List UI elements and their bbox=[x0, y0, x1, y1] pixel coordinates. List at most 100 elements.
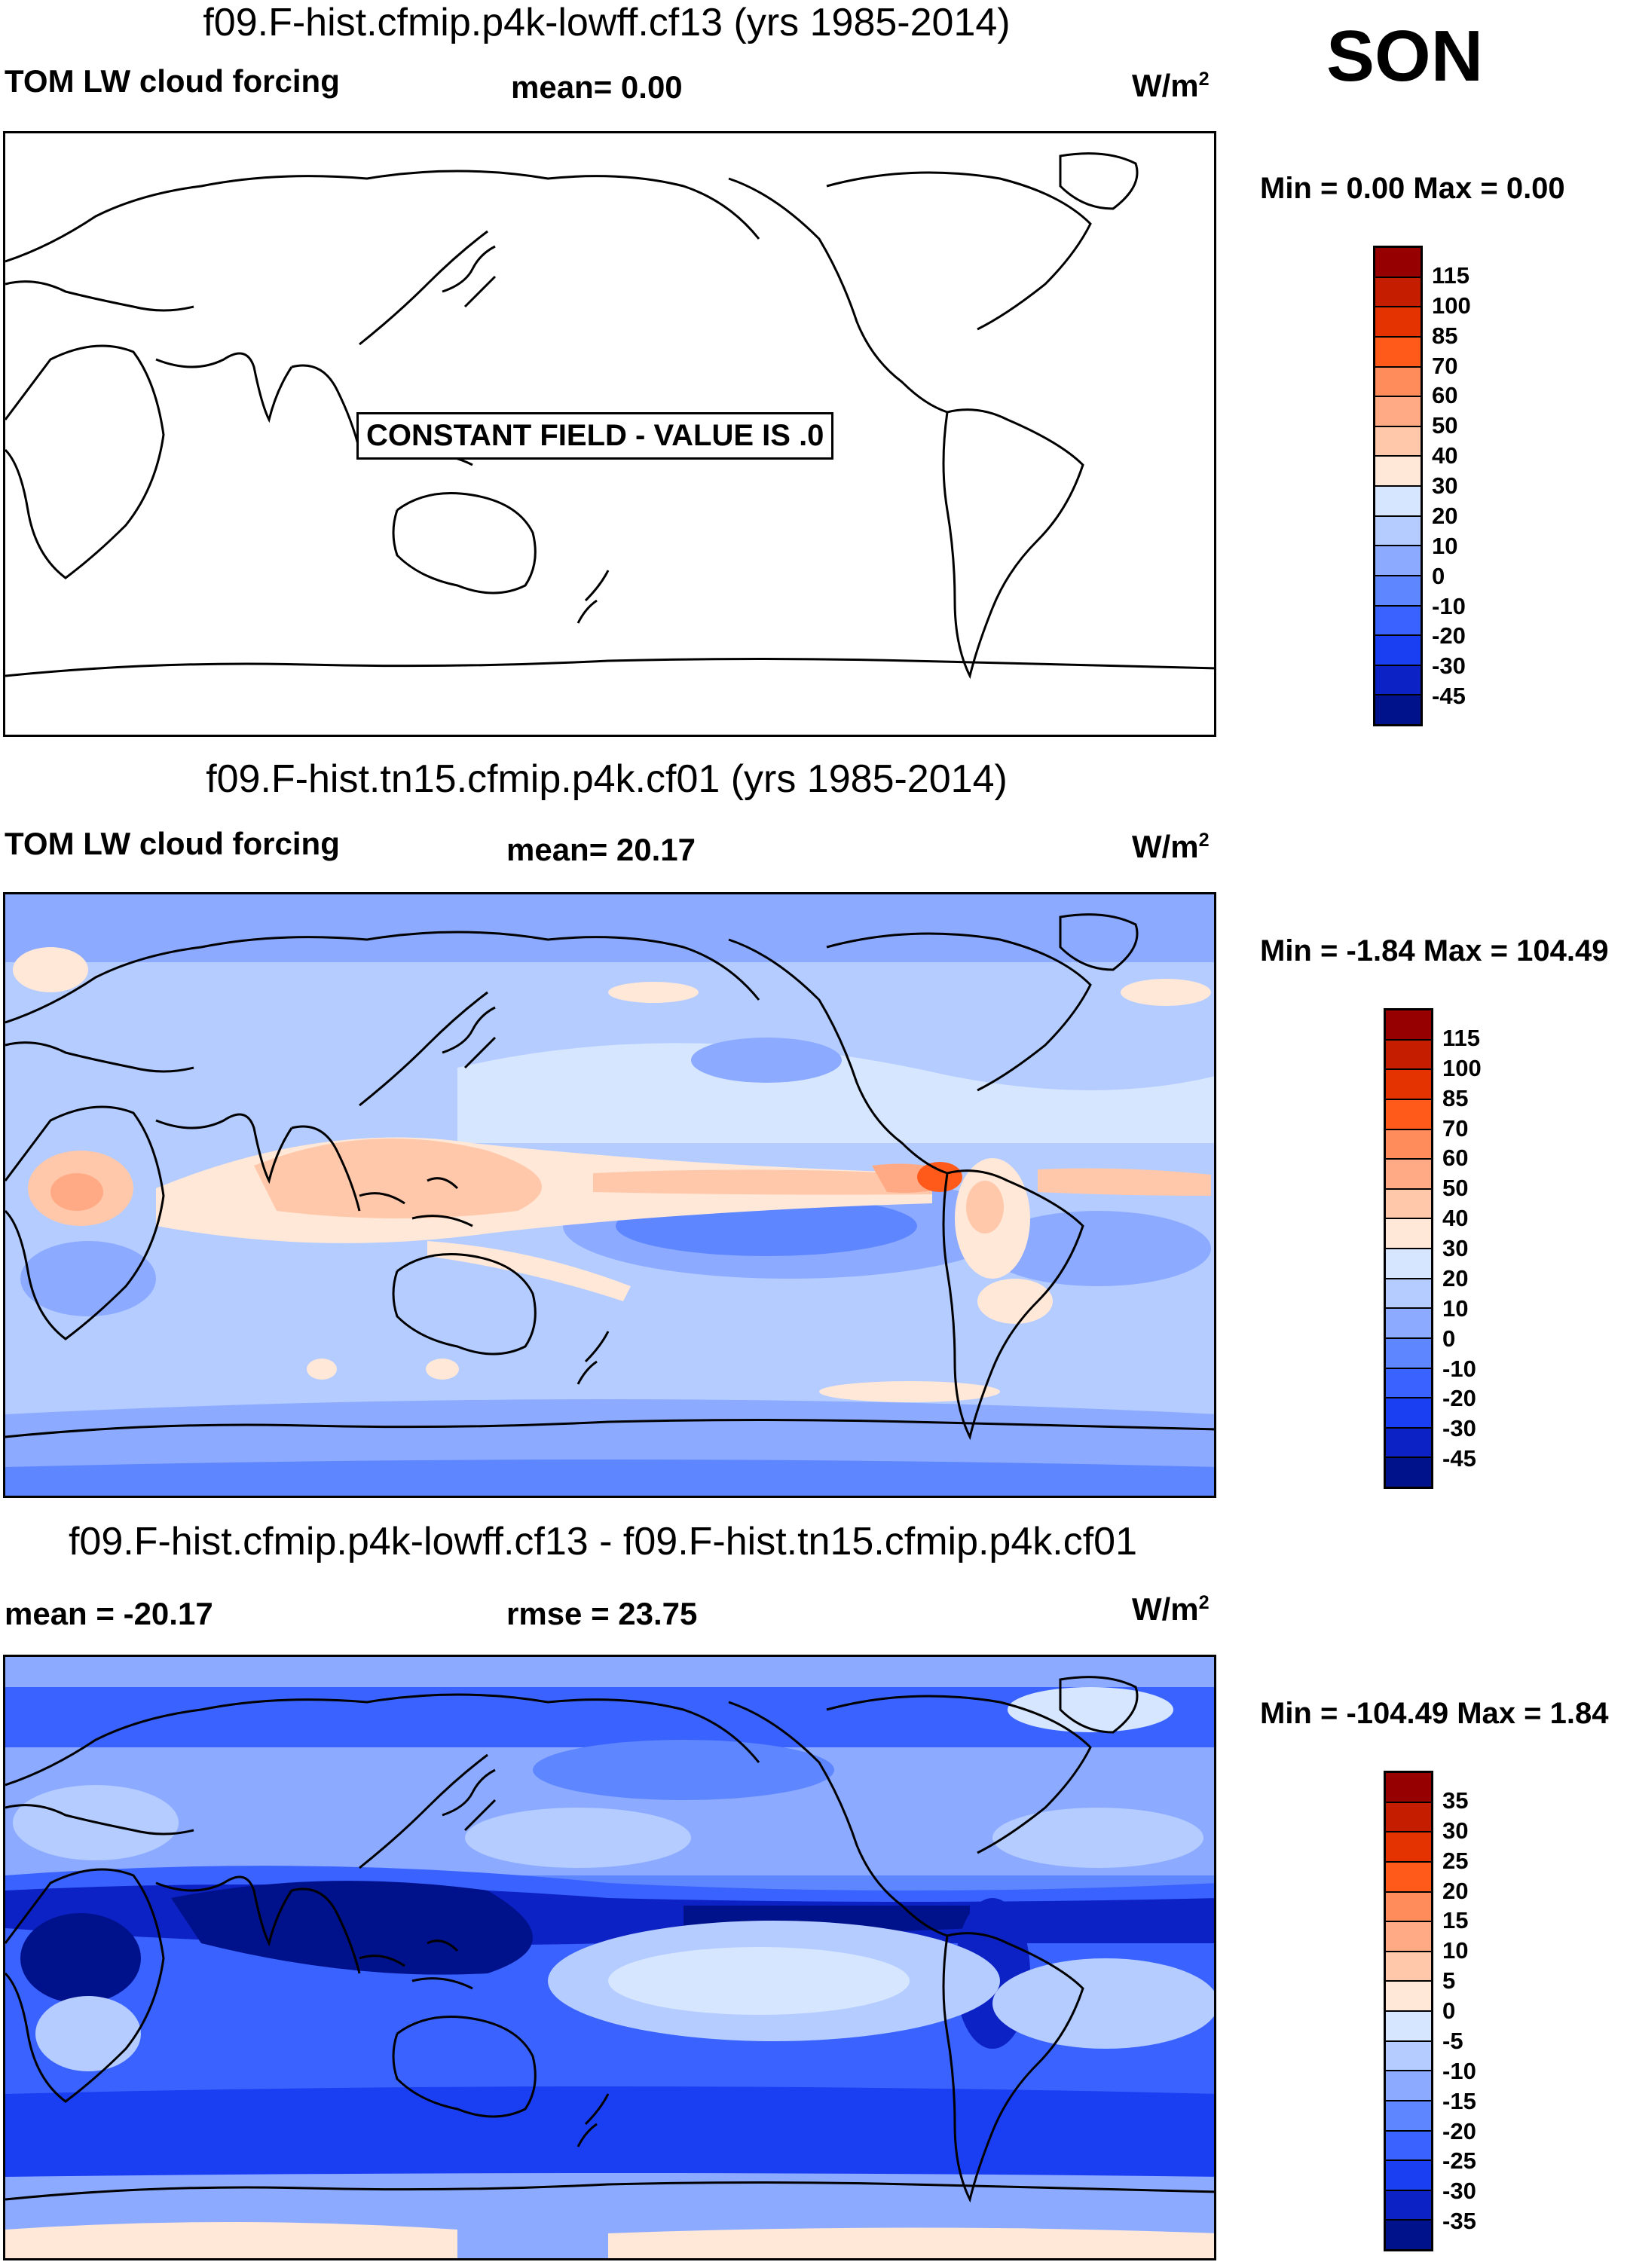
panel3-minmax: Min = -104.49 Max = 1.84 bbox=[1260, 1697, 1609, 1730]
colorbar-tick-label: -30 bbox=[1432, 653, 1466, 680]
colorbar-swatch bbox=[1375, 307, 1421, 338]
colorbar-swatch bbox=[1386, 1160, 1431, 1190]
constant-field-annotation: CONSTANT FIELD - VALUE IS .0 bbox=[356, 412, 834, 460]
colorbar-tick-label: 60 bbox=[1442, 1145, 1469, 1172]
colorbar-swatch bbox=[1386, 1458, 1431, 1487]
colorbar-swatch bbox=[1375, 606, 1421, 637]
colorbar-tick-label: 30 bbox=[1432, 472, 1458, 499]
colorbar-swatch bbox=[1386, 1099, 1431, 1130]
colorbar-swatch bbox=[1386, 1862, 1431, 1893]
panel3-map bbox=[3, 1655, 1216, 2260]
colorbar-swatch bbox=[1386, 2221, 1431, 2249]
colorbar-tick-label: -20 bbox=[1432, 622, 1466, 650]
colorbar-tick-label: -20 bbox=[1442, 1385, 1476, 1412]
colorbar-swatch bbox=[1375, 487, 1421, 517]
colorbar-swatch bbox=[1375, 636, 1421, 666]
colorbar-swatch bbox=[1386, 1922, 1431, 1952]
panel2-left-label: TOM LW cloud forcing bbox=[5, 826, 340, 861]
colorbar-tick-label: 100 bbox=[1432, 292, 1471, 319]
colorbar-tick-label: -10 bbox=[1442, 2057, 1476, 2084]
colorbar-swatch bbox=[1375, 277, 1421, 308]
colorbar-swatch bbox=[1386, 1249, 1431, 1279]
colorbar-swatch bbox=[1386, 1982, 1431, 2012]
colorbar-swatch bbox=[1375, 248, 1421, 278]
panel1-units: W/m2 bbox=[1132, 68, 1210, 103]
panel1-left-label: TOM LW cloud forcing bbox=[5, 63, 340, 99]
colorbar-tick-label: 20 bbox=[1442, 1877, 1469, 1904]
colorbar-swatch bbox=[1386, 2041, 1431, 2072]
colorbar-swatch bbox=[1375, 546, 1421, 576]
colorbar-tick-label: 10 bbox=[1432, 532, 1458, 559]
colorbar-tick-label: 40 bbox=[1442, 1205, 1469, 1232]
colorbar-swatch bbox=[1386, 1892, 1431, 1923]
panel3-rmse-label: rmse = 23.75 bbox=[506, 1596, 698, 1631]
colorbar-swatch bbox=[1375, 397, 1421, 427]
panel1-colorbar bbox=[1373, 246, 1423, 726]
panel2-title: f09.F-hist.tn15.cfmip.p4k.cf01 (yrs 1985… bbox=[206, 757, 1008, 801]
colorbar-tick-label: 0 bbox=[1442, 1997, 1456, 2024]
colorbar-swatch bbox=[1375, 367, 1421, 398]
colorbar-tick-label: 85 bbox=[1442, 1084, 1469, 1111]
colorbar-swatch bbox=[1386, 1070, 1431, 1100]
colorbar-swatch bbox=[1386, 2071, 1431, 2101]
colorbar-tick-label: -10 bbox=[1432, 592, 1466, 619]
colorbar-swatch bbox=[1386, 1040, 1431, 1071]
colorbar-tick-label: -45 bbox=[1432, 683, 1466, 710]
colorbar-swatch bbox=[1386, 2161, 1431, 2191]
colorbar-swatch bbox=[1386, 1952, 1431, 1982]
colorbar-swatch bbox=[1386, 1368, 1431, 1399]
colorbar-tick-label: 25 bbox=[1442, 1847, 1469, 1874]
colorbar-tick-label: 0 bbox=[1442, 1325, 1456, 1352]
colorbar-tick-label: 15 bbox=[1442, 1907, 1469, 1934]
colorbar-tick-label: 40 bbox=[1432, 442, 1458, 469]
colorbar-swatch bbox=[1386, 2012, 1431, 2042]
panel3-mean-label: mean = -20.17 bbox=[5, 1596, 213, 1631]
colorbar-swatch bbox=[1386, 1189, 1431, 1220]
panel2-mean-label: mean= 20.17 bbox=[506, 832, 696, 867]
colorbar-tick-label: -25 bbox=[1442, 2147, 1476, 2175]
colorbar-swatch bbox=[1386, 1428, 1431, 1459]
panel3-colorbar bbox=[1384, 1771, 1433, 2251]
colorbar-tick-label: 50 bbox=[1432, 412, 1458, 439]
colorbar-swatch bbox=[1375, 426, 1421, 457]
panel2-map bbox=[3, 892, 1216, 1498]
colorbar-swatch bbox=[1375, 516, 1421, 547]
colorbar-tick-label: 115 bbox=[1432, 261, 1470, 289]
colorbar-tick-label: 10 bbox=[1442, 1937, 1469, 1964]
panel1-map: CONSTANT FIELD - VALUE IS .0 bbox=[3, 131, 1216, 737]
colorbar-tick-label: 20 bbox=[1432, 502, 1458, 529]
colorbar-swatch bbox=[1375, 695, 1421, 724]
colorbar-tick-label: 50 bbox=[1442, 1175, 1469, 1202]
colorbar-swatch bbox=[1386, 1832, 1431, 1863]
colorbar-tick-label: -30 bbox=[1442, 1415, 1476, 1442]
colorbar-tick-label: 10 bbox=[1442, 1294, 1469, 1322]
panel3-units: W/m2 bbox=[1132, 1591, 1210, 1627]
panel1-title: f09.F-hist.cfmip.p4k-lowff.cf13 (yrs 198… bbox=[203, 1, 1011, 44]
colorbar-tick-label: -30 bbox=[1442, 2178, 1476, 2205]
colorbar-swatch bbox=[1375, 457, 1421, 487]
colorbar-swatch bbox=[1386, 1773, 1431, 1803]
colorbar-tick-label: 20 bbox=[1442, 1264, 1469, 1291]
colorbar-swatch bbox=[1386, 2101, 1431, 2132]
colorbar-tick-label: -20 bbox=[1442, 2117, 1476, 2144]
colorbar-swatch bbox=[1386, 1338, 1431, 1369]
panel3-field bbox=[5, 1657, 1214, 2258]
colorbar-swatch bbox=[1386, 1802, 1431, 1833]
colorbar-swatch bbox=[1375, 576, 1421, 607]
colorbar-tick-label: 30 bbox=[1442, 1817, 1469, 1844]
season-label: SON bbox=[1326, 16, 1484, 96]
panel2-minmax: Min = -1.84 Max = 104.49 bbox=[1260, 934, 1609, 967]
panel2-colorbar bbox=[1384, 1008, 1433, 1489]
colorbar-swatch bbox=[1386, 1219, 1431, 1249]
colorbar-tick-label: 30 bbox=[1442, 1235, 1469, 1261]
panel3-title: f09.F-hist.cfmip.p4k-lowff.cf13 - f09.F-… bbox=[68, 1520, 1138, 1563]
colorbar-tick-label: 60 bbox=[1432, 382, 1458, 409]
panel2-field bbox=[5, 894, 1214, 1496]
colorbar-swatch bbox=[1375, 337, 1421, 368]
panel2-units: W/m2 bbox=[1132, 829, 1210, 864]
colorbar-tick-label: 115 bbox=[1442, 1024, 1481, 1051]
panel1-minmax: Min = 0.00 Max = 0.00 bbox=[1260, 172, 1565, 205]
colorbar-tick-label: 70 bbox=[1432, 352, 1458, 379]
colorbar-tick-label: 0 bbox=[1432, 562, 1445, 589]
panel1-mean-label: mean= 0.00 bbox=[511, 69, 683, 105]
